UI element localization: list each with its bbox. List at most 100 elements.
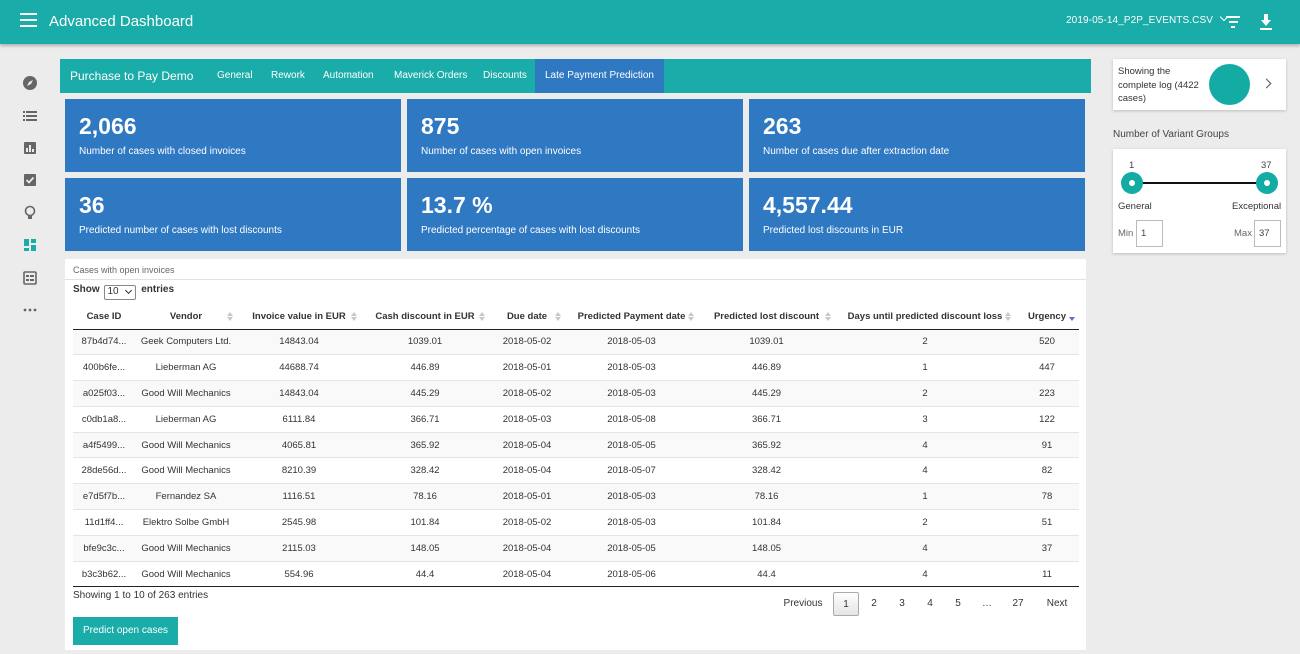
tab-automation[interactable]: Automation — [323, 70, 374, 81]
days-until-loss-cell: 4 — [835, 431, 1015, 458]
pagination-page-1[interactable]: 1 — [833, 592, 859, 616]
sort-descending-icon — [1069, 312, 1075, 322]
log-coverage-indicator — [1209, 64, 1250, 105]
sort-icon — [227, 312, 233, 322]
vendor-cell: Good Will Mechanics — [135, 431, 237, 458]
cash-discount-cell: 365.92 — [361, 431, 489, 458]
slider-track[interactable] — [1132, 182, 1267, 184]
table-row[interactable]: a4f5499... Good Will Mechanics 4065.81 365.… — [73, 431, 1079, 458]
predict-open-cases-button[interactable]: Predict open cases — [73, 617, 178, 645]
download-icon[interactable] — [1259, 14, 1273, 30]
predicted-lost-discount-cell: 445.29 — [698, 380, 835, 407]
filter-icon[interactable] — [1226, 16, 1240, 28]
pagination-page-4[interactable]: 4 — [927, 598, 933, 609]
predicted-lost-discount-cell: 366.71 — [698, 405, 835, 433]
open-invoices-table: Case ID Vendor Invoice value in EUR Cash… — [73, 304, 1079, 588]
invoice-value-cell: 2115.03 — [237, 534, 361, 562]
due-date-cell: 2018-05-03 — [489, 405, 565, 433]
tab-discounts[interactable]: Discounts — [483, 70, 527, 81]
column-header-cash-discount[interactable]: Cash discount in EUR — [361, 304, 489, 330]
predicted-payment-date-cell: 2018-05-03 — [565, 380, 698, 407]
table-chart-icon[interactable] — [22, 270, 38, 286]
checklist-icon[interactable] — [22, 172, 38, 188]
cash-discount-cell: 44.4 — [361, 560, 489, 588]
days-until-loss-cell: 2 — [835, 328, 1015, 355]
sort-icon — [479, 312, 485, 322]
more-icon[interactable] — [22, 302, 38, 318]
bar-chart-icon[interactable] — [22, 140, 38, 156]
pagination-page-3[interactable]: 3 — [899, 598, 905, 609]
due-date-cell: 2018-05-04 — [489, 431, 565, 458]
kpi-label: Predicted number of cases with lost disc… — [79, 225, 282, 236]
slider-min-handle[interactable] — [1121, 172, 1143, 194]
page-size-value: 10 — [107, 286, 119, 297]
tab-maverick-orders[interactable]: Maverick Orders — [394, 70, 468, 81]
lightbulb-icon[interactable] — [22, 205, 38, 221]
min-label: Min — [1118, 228, 1134, 239]
column-header-case-id[interactable]: Case ID — [73, 304, 135, 330]
column-header-invoice-value[interactable]: Invoice value in EUR — [237, 304, 361, 330]
pagination-page-5[interactable]: 5 — [955, 598, 961, 609]
table-row[interactable]: 28de56d... Good Will Mechanics 8210.39 328.… — [73, 457, 1079, 484]
urgency-cell: 37 — [1015, 534, 1079, 562]
tab-rework[interactable]: Rework — [271, 70, 305, 81]
file-name: 2019-05-14_P2P_EVENTS.CSV — [1066, 15, 1214, 26]
table-row[interactable]: b3c3b62... Good Will Mechanics 554.96 44.4 2… — [73, 560, 1079, 588]
tab-general[interactable]: General — [217, 70, 253, 81]
predicted-lost-discount-cell: 148.05 — [698, 534, 835, 562]
min-input[interactable]: 1 — [1136, 220, 1163, 247]
page-length-control: Show 10 entries — [73, 284, 174, 300]
urgency-cell: 51 — [1015, 509, 1079, 536]
vendor-cell: Good Will Mechanics — [135, 380, 237, 407]
log-selection-card[interactable]: Showing the complete log (4422 cases) — [1113, 59, 1286, 110]
column-header-days-until-loss[interactable]: Days until predicted discount loss — [835, 304, 1015, 330]
compass-icon[interactable] — [22, 75, 38, 91]
chevron-down-icon — [125, 286, 133, 295]
dashboard-icon[interactable] — [22, 237, 38, 253]
panel-title: Cases with open invoices — [73, 265, 175, 275]
table-row[interactable]: e7d5f7b... Fernandez SA 1116.51 78.16 2018-0… — [73, 483, 1079, 510]
column-header-vendor[interactable]: Vendor — [135, 304, 237, 330]
urgency-cell: 82 — [1015, 457, 1079, 484]
pagination-next[interactable]: Next — [1046, 598, 1068, 609]
predicted-payment-date-cell: 2018-05-03 — [565, 483, 698, 510]
pagination-ellipsis: … — [982, 598, 992, 609]
chevron-right-icon[interactable] — [1261, 78, 1272, 89]
table-row[interactable]: 400b6fe... Lieberman AG 44688.74 446.89 2018… — [73, 354, 1079, 381]
sort-icon — [555, 312, 561, 322]
table-row[interactable]: c0db1a8... Lieberman AG 6111.84 366.71 2018-… — [73, 405, 1079, 433]
file-selector[interactable]: 2019-05-14_P2P_EVENTS.CSV — [1066, 12, 1229, 26]
cash-discount-cell: 78.16 — [361, 483, 489, 510]
cash-discount-cell: 366.71 — [361, 405, 489, 433]
predicted-lost-discount-cell: 44.4 — [698, 560, 835, 588]
due-date-cell: 2018-05-04 — [489, 457, 565, 484]
table-body: 87b4d74... Geek Computers Ltd. 14843.04 103… — [73, 328, 1079, 588]
table-row[interactable]: bfe9c3c... Good Will Mechanics 2115.03 148.… — [73, 534, 1079, 562]
column-header-urgency[interactable]: Urgency — [1015, 304, 1079, 330]
tab-late-payment-prediction[interactable]: Late Payment Prediction — [535, 59, 664, 93]
menu-icon[interactable] — [20, 13, 37, 31]
case-id-cell: a4f5499... — [73, 431, 135, 458]
table-row[interactable]: 11d1ff4... Elektro Solbe GmbH 2545.98 101.8… — [73, 509, 1079, 536]
max-input[interactable]: 37 — [1254, 220, 1281, 247]
table-row[interactable]: a025f03... Good Will Mechanics 14843.04 445… — [73, 380, 1079, 407]
page-size-select[interactable]: 10 — [104, 285, 137, 300]
variant-groups-slider-card: 1 37 General Exceptional Min 1 Max 37 — [1113, 149, 1286, 253]
table-row[interactable]: 87b4d74... Geek Computers Ltd. 14843.04 103… — [73, 328, 1079, 355]
cash-discount-cell: 1039.01 — [361, 328, 489, 355]
max-label: Max — [1234, 228, 1252, 239]
pagination-page-2[interactable]: 2 — [871, 598, 877, 609]
case-id-cell: 28de56d... — [73, 457, 135, 484]
predicted-payment-date-cell: 2018-05-05 — [565, 534, 698, 562]
pagination-previous[interactable]: Previous — [783, 598, 823, 609]
kpi-value: 13.7 % — [421, 192, 493, 218]
table-header-row: Case ID Vendor Invoice value in EUR Cash… — [73, 304, 1079, 330]
column-header-predicted-lost-discount[interactable]: Predicted lost discount — [698, 304, 835, 330]
cash-discount-cell: 445.29 — [361, 380, 489, 407]
slider-max-handle[interactable] — [1256, 172, 1278, 194]
list-icon[interactable] — [22, 108, 38, 124]
pagination-page-27[interactable]: 27 — [1012, 598, 1024, 609]
column-header-predicted-payment-date[interactable]: Predicted Payment date — [565, 304, 698, 330]
case-id-cell: a025f03... — [73, 380, 135, 407]
column-header-due-date[interactable]: Due date — [489, 304, 565, 330]
